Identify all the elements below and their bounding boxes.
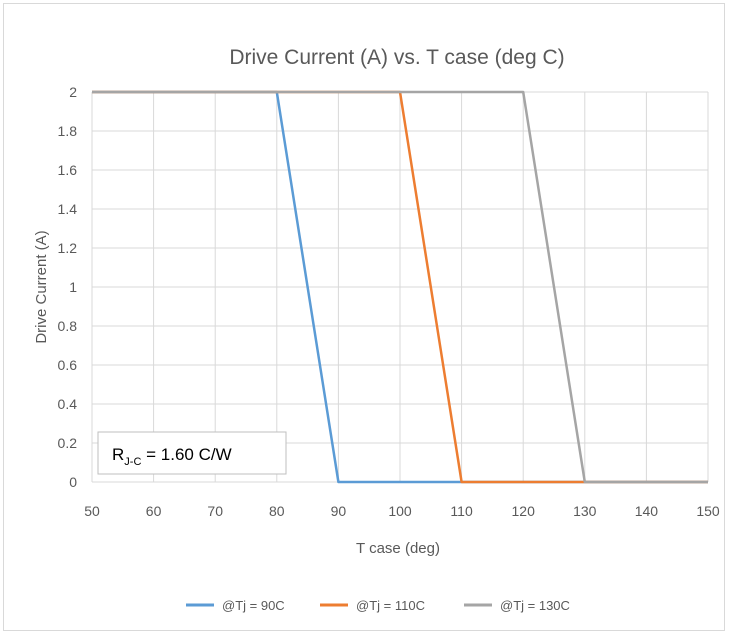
x-tick-label: 130 [573,503,597,519]
legend-label: @Tj = 130C [500,598,570,613]
legend-item: @Tj = 110C [320,598,425,613]
series-lines [92,90,708,484]
x-tick-label: 110 [450,503,473,519]
y-tick-label: 1.8 [58,123,78,139]
legend-item: @Tj = 90C [186,598,285,613]
annotation-text: RJ-C = 1.60 C/W [112,445,232,468]
y-tick-label: 0.2 [58,435,78,451]
y-tick-label: 1.2 [58,240,78,256]
x-tick-label: 50 [84,503,100,519]
y-tick-label: 0 [69,474,77,490]
x-tick-label: 80 [269,503,285,519]
chart-area [3,3,725,631]
y-tick-label: 0.4 [58,396,78,412]
legend-item: @Tj = 130C [464,598,570,613]
y-tick-label: 1.4 [58,201,78,217]
y-tick-label: 1 [69,279,77,295]
y-tick-label: 0.6 [58,357,78,373]
x-tick-label: 120 [512,503,536,519]
annotation-box: RJ-C = 1.60 C/W [97,431,287,475]
y-tick-label: 1.6 [58,162,78,178]
x-tick-label: 70 [207,503,223,519]
x-tick-label: 140 [635,503,659,519]
legend-label: @Tj = 90C [222,598,285,613]
annotation-main: R [112,445,124,464]
annotation-subscript: J-C [124,456,141,468]
annotation-value: = 1.60 C/W [141,445,231,464]
y-axis-ticks: 0 0.2 0.4 0.6 0.8 1 1.2 1.4 1.6 1.8 2 [58,84,78,490]
x-tick-label: 90 [331,503,347,519]
legend: @Tj = 90C @Tj = 110C @Tj = 130C [186,598,570,613]
x-tick-label: 150 [696,503,720,519]
gridlines [91,91,709,483]
series-line-3 [92,90,708,484]
x-axis-ticks: 50 60 70 80 90 100 110 120 130 140 150 [84,503,720,519]
x-axis-label: T case (deg) [356,540,440,557]
y-tick-label: 2 [69,84,77,100]
y-tick-label: 0.8 [58,318,78,334]
x-tick-label: 60 [146,503,162,519]
y-axis-label: Drive Current (A) [33,230,50,343]
x-tick-label: 100 [388,503,412,519]
chart-title: Drive Current (A) vs. T case (deg C) [229,46,564,69]
legend-label: @Tj = 110C [356,598,425,613]
